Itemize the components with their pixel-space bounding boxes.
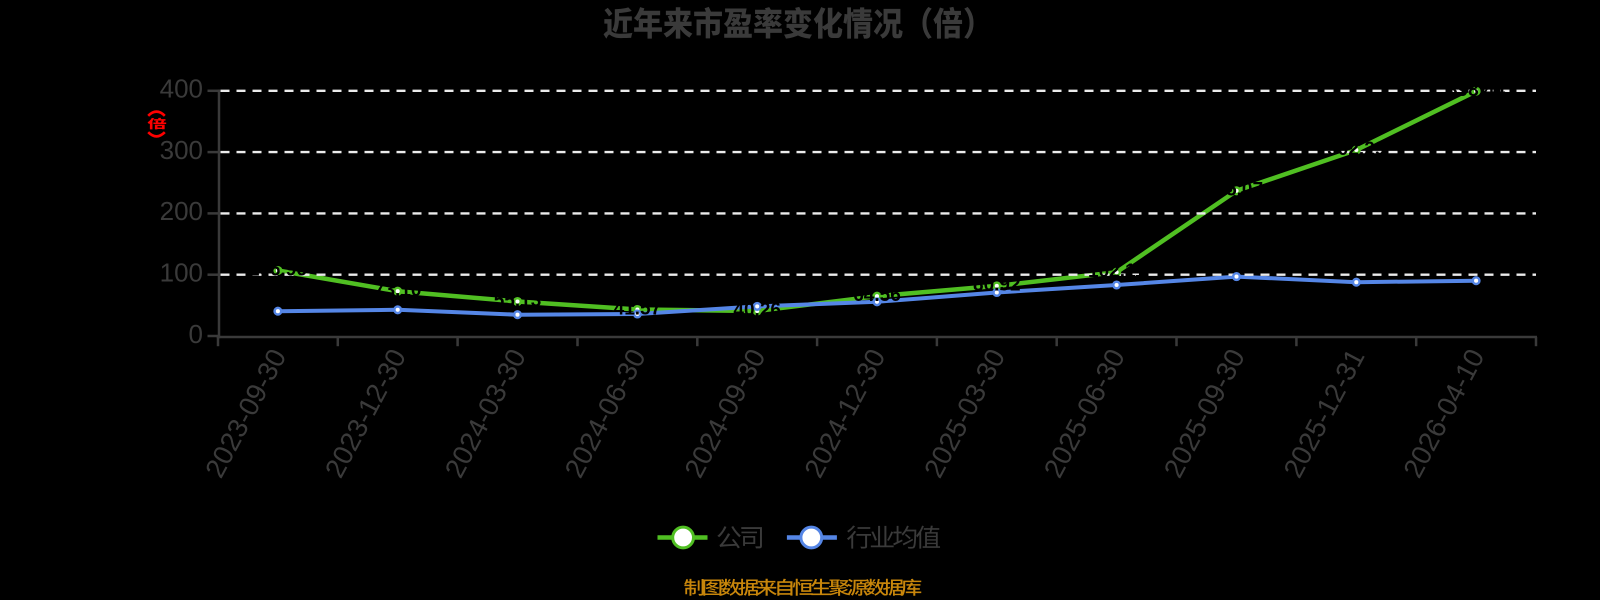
- svg-text:300: 300: [160, 135, 203, 165]
- svg-text:398.44: 398.44: [1447, 80, 1506, 101]
- svg-text:64.56: 64.56: [853, 285, 901, 306]
- svg-text:200: 200: [160, 196, 203, 226]
- svg-text:235.07: 235.07: [1205, 180, 1263, 201]
- svg-text:100: 100: [160, 258, 203, 288]
- svg-text:73.10: 73.10: [374, 280, 422, 301]
- svg-text:102.11: 102.11: [1088, 261, 1145, 282]
- svg-text:0: 0: [189, 319, 203, 349]
- svg-text:40.26: 40.26: [733, 300, 781, 321]
- svg-text:41.57: 41.57: [614, 298, 662, 319]
- svg-text:80.92: 80.92: [973, 275, 1021, 296]
- svg-text:55.13: 55.13: [494, 290, 542, 311]
- svg-text:106.96: 106.96: [249, 259, 307, 280]
- svg-text:400: 400: [160, 74, 203, 104]
- svg-text:302.29: 302.29: [1327, 139, 1385, 160]
